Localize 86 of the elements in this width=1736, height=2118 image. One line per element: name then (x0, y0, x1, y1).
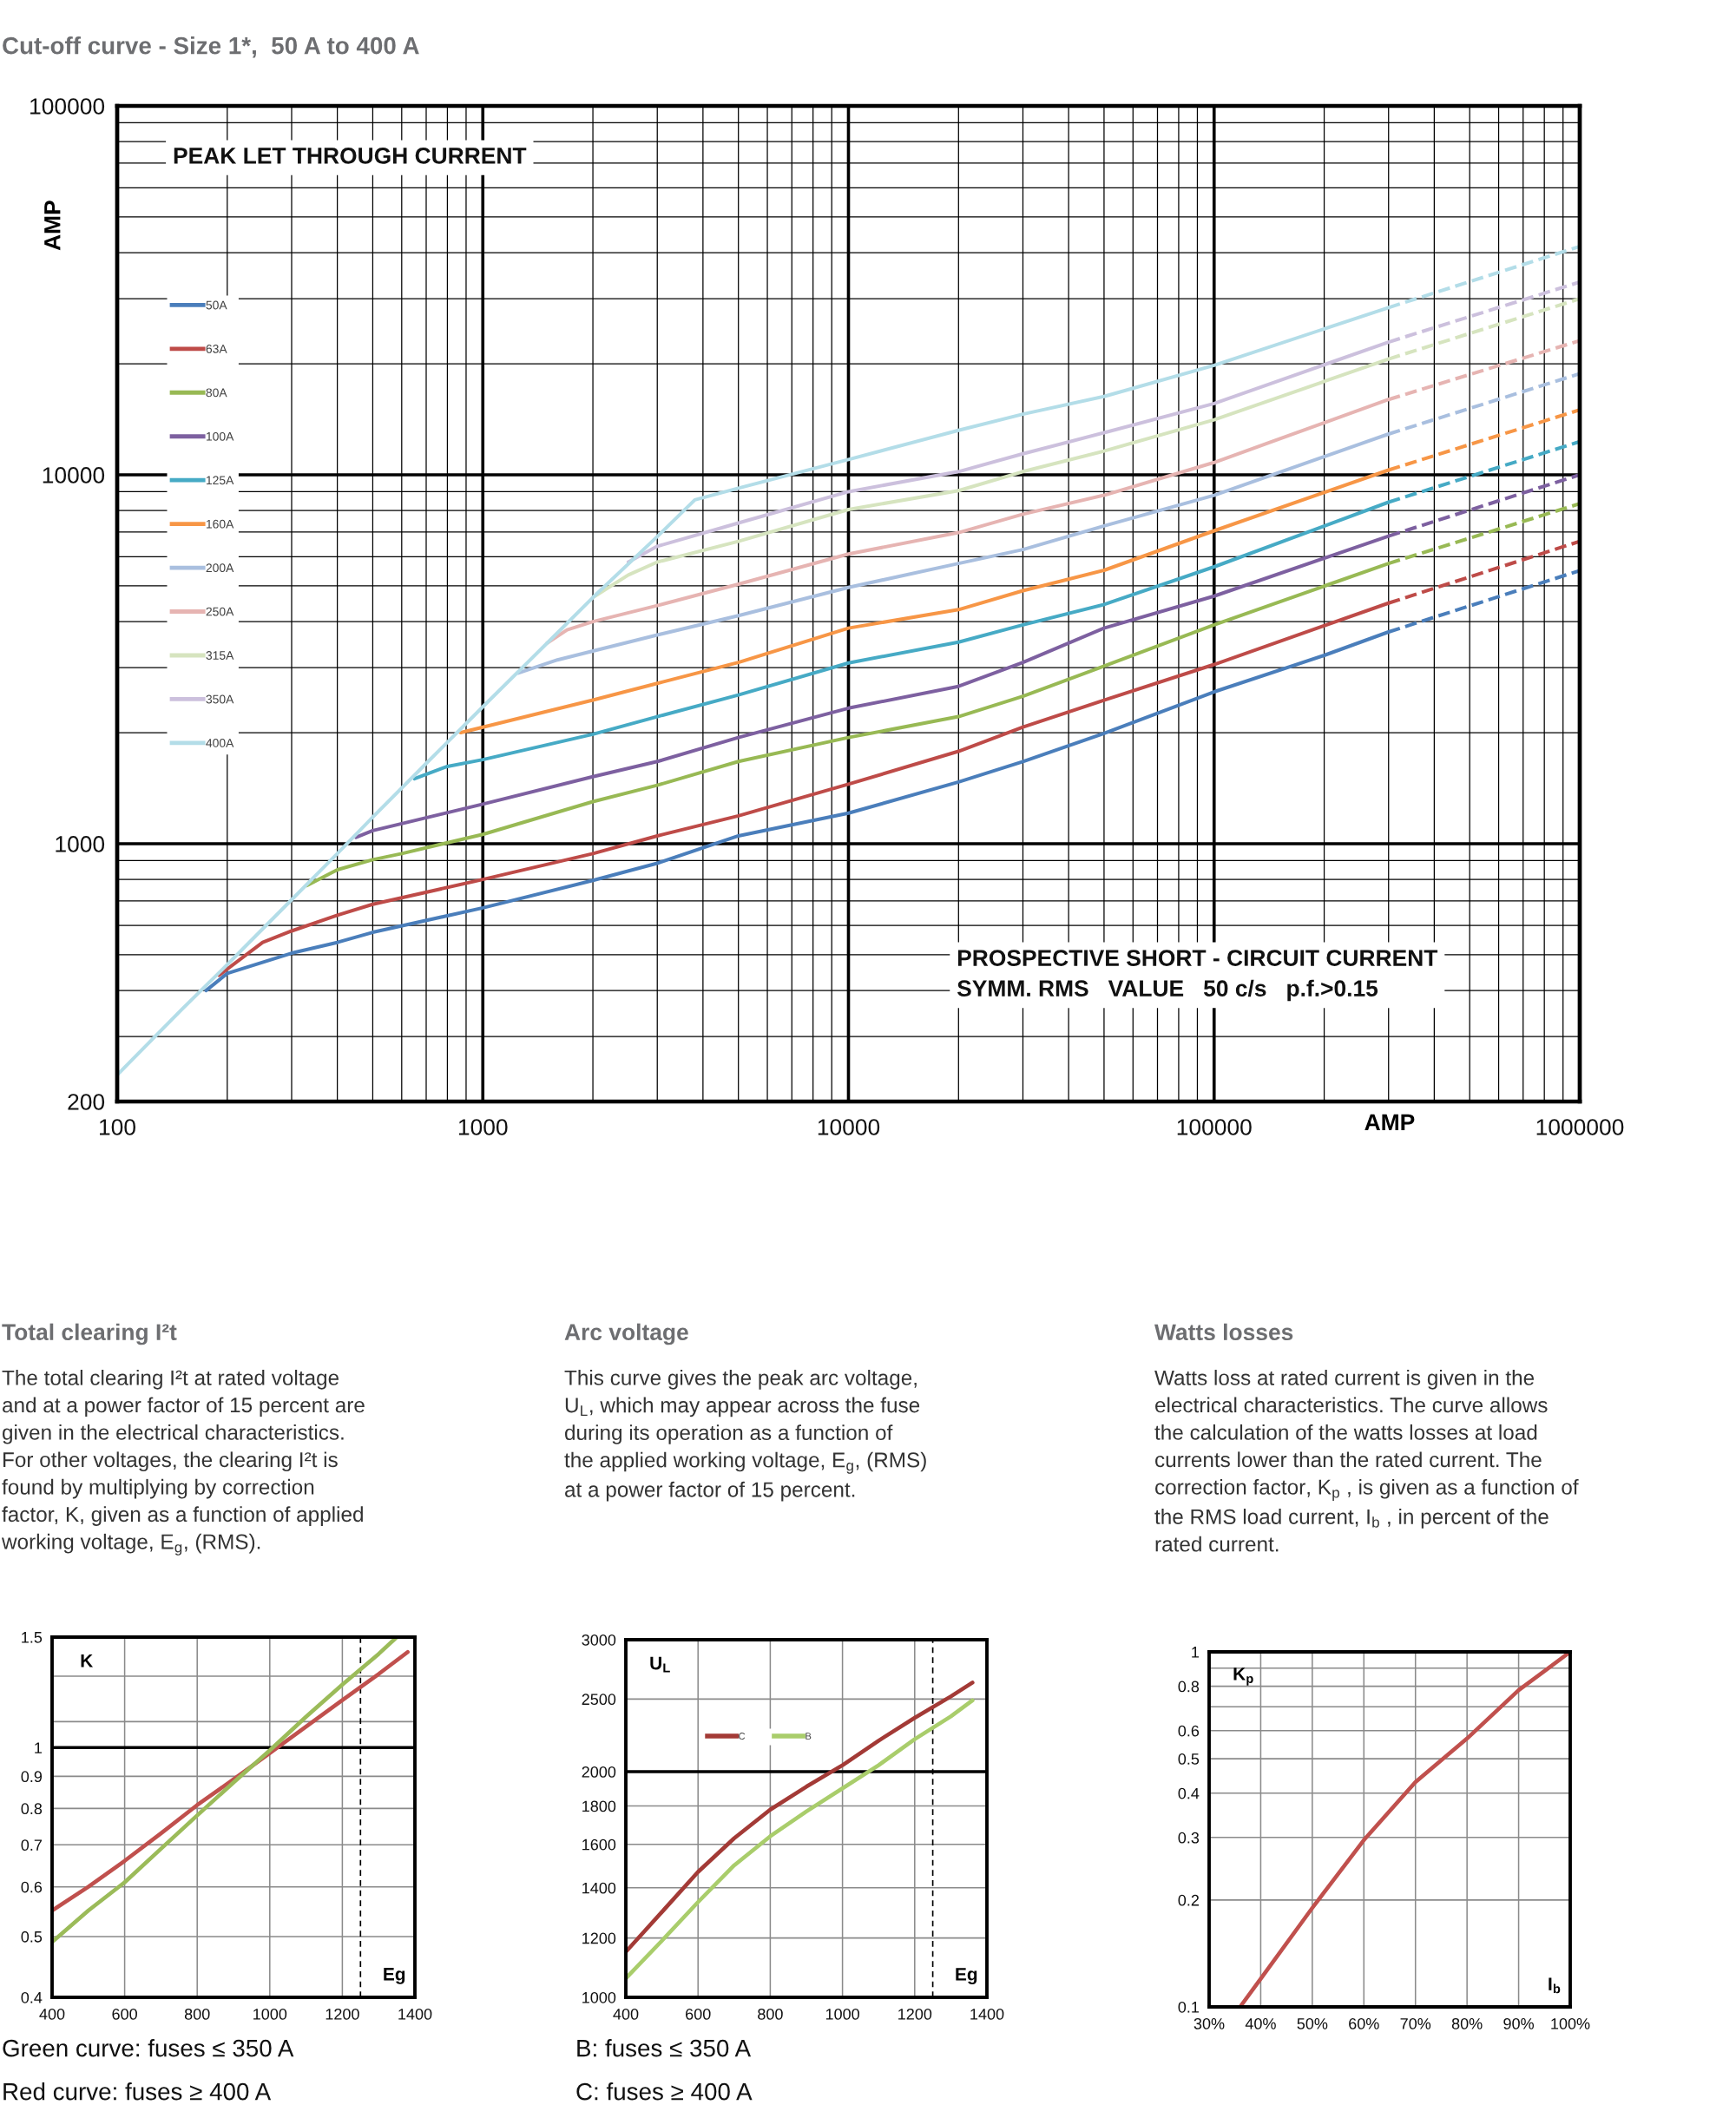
text: This curve gives the peak arc voltage, U$_{L}$, which may appear across the fuse during its operation as a function of the applied working voltage, E$_{g}$, (RMS) at a power factor of 15 percent. (564, 1370, 926, 1502)
y-tick-label: 200 (68, 1094, 105, 1110)
y-tick-label: 2000 (582, 1766, 616, 1778)
y-tick-label: 1000 (582, 1991, 616, 2003)
x-tick-label: 30% (1194, 2017, 1225, 2029)
annotation: PEAK LET THROUGH CURRENT (174, 148, 527, 164)
y-tick-label: 1.5 (22, 1632, 43, 1643)
x-tick-label: 90% (1503, 2017, 1534, 2029)
legend-label: 80A (206, 388, 227, 398)
y-tick-label: 0.6 (21, 1881, 43, 1893)
x-tick-label: 50% (1297, 2017, 1328, 2029)
x-tick-label: 1200 (898, 2008, 932, 2020)
y-tick-label: 1800 (582, 1800, 616, 1812)
text: Green curve: fuses ≤ 350 A (3, 2039, 294, 2057)
y-tick-label: 0.4 (21, 1991, 43, 2003)
x-tick-label: 600 (686, 2008, 711, 2020)
chart-title: Arc voltage (564, 1323, 688, 1345)
legend-label: 125A (207, 476, 234, 485)
y-tick-label: 1 (1192, 1647, 1200, 1658)
x-tick-label: 800 (758, 2008, 783, 2020)
y-axis-title: AMP (44, 201, 61, 251)
legend-label: 400A (206, 739, 234, 747)
y-tick-label: 0.2 (1178, 1894, 1199, 1906)
legend-label: 350A (206, 694, 234, 704)
y-tick-label: 1600 (582, 1838, 616, 1851)
legend-label: 50A (206, 300, 227, 310)
x-tick-label: 40% (1245, 2017, 1276, 2029)
legend-label: 200A (206, 563, 234, 573)
y-tick-label: 0.5 (21, 1931, 43, 1943)
x-tick-label: 10000 (818, 1119, 880, 1135)
y-tick-label: 1000 (56, 836, 105, 852)
x-tick-label: 1200 (326, 2008, 359, 2020)
x-tick-label: 70% (1400, 2017, 1431, 2029)
legend-label: 63A (206, 344, 227, 353)
legend-label: 100A (207, 431, 234, 441)
y-tick-label: 1200 (582, 1932, 616, 1944)
chart-title: Watts losses (1154, 1323, 1293, 1341)
y-axis-title: U$_{L}$ (650, 1656, 670, 1673)
y-tick-label: 1400 (582, 1882, 616, 1894)
x-tick-label: 600 (112, 2008, 137, 2020)
x-tick-label: 100% (1551, 2017, 1590, 2029)
chart-title: Cut-off curve - Size 1*, 50 A to 400 A (3, 36, 419, 58)
chart-title: Total clearing I²t (2, 1323, 177, 1345)
y-tick-label: 0.4 (1178, 1787, 1200, 1799)
x-tick-label: 1000 (253, 2008, 287, 2020)
x-tick-label: 60% (1349, 2017, 1379, 2029)
text: C: fuses ≥ 400 A (576, 2082, 753, 2101)
legend-label: 250A (206, 607, 234, 616)
legend-label: C (739, 1733, 746, 1740)
x-axis-title: Eg (956, 1968, 977, 1984)
x-tick-label: 1000 (825, 2008, 859, 2020)
legend-label: 160A (207, 519, 234, 529)
x-tick-label: 1000000 (1536, 1119, 1624, 1135)
x-axis-title: I$_{b}$ (1549, 1977, 1561, 1994)
x-tick-label: 400 (39, 2008, 65, 2020)
y-tick-label: 10000 (43, 467, 105, 483)
text: B: fuses ≤ 350 A (577, 2039, 752, 2057)
y-tick-label: 0.5 (1178, 1753, 1200, 1765)
text: Red curve: fuses ≥ 400 A (3, 2082, 272, 2101)
y-tick-label: 0.7 (21, 1839, 42, 1852)
y-tick-label: 0.3 (1178, 1832, 1200, 1844)
y-tick-label: 3000 (582, 1634, 616, 1646)
legend-label: 315A (206, 651, 234, 660)
y-tick-label: 100000 (30, 98, 105, 115)
y-tick-label: 0.8 (1178, 1681, 1200, 1693)
y-tick-label: 0.8 (21, 1803, 43, 1815)
x-tick-label: 800 (184, 2008, 210, 2020)
x-axis-title: Eg (384, 1968, 405, 1984)
y-tick-label: 0.6 (1178, 1725, 1200, 1737)
y-tick-label: 2500 (582, 1694, 616, 1706)
x-axis-title: AMP (1364, 1114, 1415, 1130)
y-tick-label: 1 (35, 1742, 43, 1753)
y-axis-title: K (81, 1654, 94, 1667)
x-tick-label: 1400 (398, 2008, 432, 2020)
y-tick-label: 0.9 (21, 1771, 43, 1783)
y-tick-label: 0.1 (1178, 2001, 1200, 2013)
x-tick-label: 1000 (458, 1119, 508, 1135)
x-tick-label: 1400 (970, 2008, 1004, 2020)
legend-label: B (806, 1733, 812, 1740)
text: Watts loss at rated current is given in the electrical characteristics. The curve allows the calculation of the watts losses at load currents lower than the rated current. The correction factor, K$_{p}$ , is given as a function of the RMS load current, I$_{b}$ , in percent of the rated current. (1154, 1370, 1579, 1552)
text: The total clearing I²t at rated voltage and at a power factor of 15 percent are given in the electrical characteristics. For other voltages, the clearing I²t is found by multiplying by correction factor, K, given as a function of applied working voltage, E$_{g}$, (RMS). (1, 1370, 365, 1556)
x-tick-label: 400 (613, 2008, 639, 2020)
x-tick-label: 80% (1451, 2017, 1483, 2029)
annotation: PROSPECTIVE SHORT - CIRCUIT CURRENT SYMM. RMS VALUE 50 c/s p.f.>0.15 (957, 950, 1438, 1002)
x-tick-label: 100 (100, 1119, 135, 1135)
y-axis-title: K$_{p}$ (1233, 1667, 1253, 1686)
